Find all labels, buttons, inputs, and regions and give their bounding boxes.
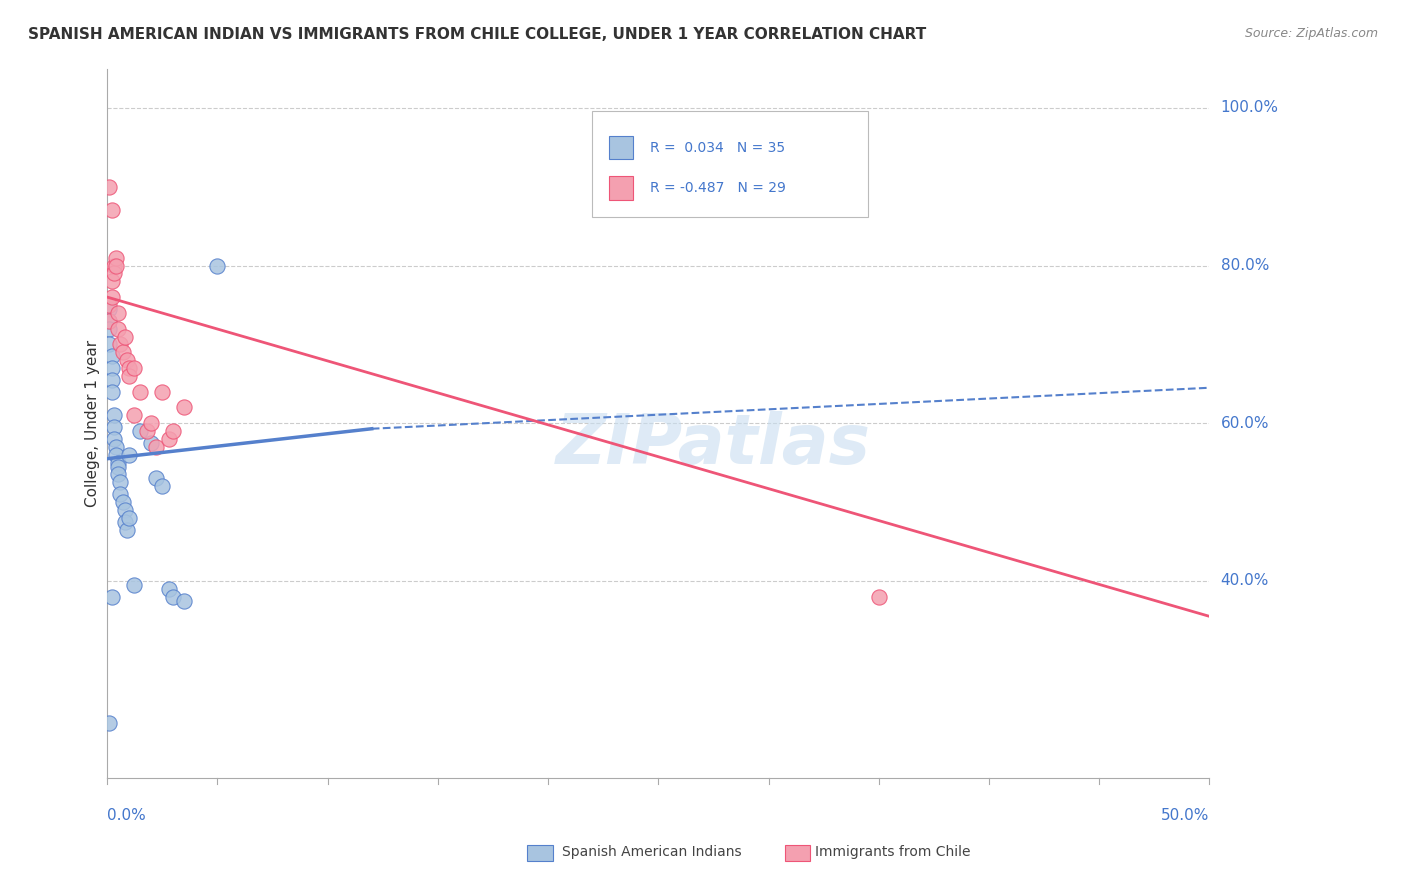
Point xyxy=(141,416,163,430)
Text: ZIPatlas: ZIPatlas xyxy=(555,411,870,478)
Point xyxy=(100,274,122,288)
Text: 0.0%: 0.0% xyxy=(107,808,146,823)
Point xyxy=(129,384,152,399)
Point xyxy=(105,448,128,462)
Point xyxy=(100,203,122,218)
Point xyxy=(100,290,122,304)
Point xyxy=(100,590,122,604)
Point xyxy=(110,487,132,501)
Point xyxy=(107,306,129,320)
Point xyxy=(111,345,134,359)
Point xyxy=(107,467,129,482)
Point xyxy=(100,373,122,387)
Point xyxy=(150,384,173,399)
Point xyxy=(98,298,121,312)
FancyBboxPatch shape xyxy=(592,112,868,218)
Point xyxy=(129,424,152,438)
Text: R =  0.034   N = 35: R = 0.034 N = 35 xyxy=(650,141,785,154)
Point xyxy=(98,337,121,351)
Point xyxy=(107,456,129,470)
Point xyxy=(122,409,145,423)
Point xyxy=(118,448,141,462)
Point xyxy=(98,314,121,328)
Point xyxy=(100,349,122,363)
Point xyxy=(100,361,122,376)
Text: R = -0.487   N = 29: R = -0.487 N = 29 xyxy=(650,181,786,195)
Point xyxy=(98,301,121,316)
Point xyxy=(122,578,145,592)
Point xyxy=(98,314,121,328)
Point xyxy=(114,329,136,343)
Point xyxy=(135,424,157,438)
Point xyxy=(868,590,890,604)
Point xyxy=(107,321,129,335)
Point xyxy=(162,424,184,438)
Point xyxy=(98,179,121,194)
Point xyxy=(118,361,141,376)
Point xyxy=(114,515,136,529)
Point xyxy=(122,361,145,376)
Text: Spanish American Indians: Spanish American Indians xyxy=(562,845,742,859)
Point xyxy=(207,259,229,273)
Point xyxy=(162,590,184,604)
Point xyxy=(141,436,163,450)
Point xyxy=(98,321,121,335)
Point xyxy=(157,582,180,596)
Point xyxy=(100,384,122,399)
Point xyxy=(98,715,121,730)
Point xyxy=(157,432,180,446)
Point xyxy=(114,503,136,517)
Text: 60.0%: 60.0% xyxy=(1220,416,1270,431)
Text: SPANISH AMERICAN INDIAN VS IMMIGRANTS FROM CHILE COLLEGE, UNDER 1 YEAR CORRELATI: SPANISH AMERICAN INDIAN VS IMMIGRANTS FR… xyxy=(28,27,927,42)
Point xyxy=(107,459,129,474)
Point xyxy=(105,251,128,265)
Point xyxy=(115,353,138,368)
Point xyxy=(103,409,125,423)
Point xyxy=(173,401,195,415)
Text: Source: ZipAtlas.com: Source: ZipAtlas.com xyxy=(1244,27,1378,40)
Point xyxy=(110,475,132,490)
Bar xyxy=(609,136,633,160)
Point xyxy=(145,440,167,454)
Point xyxy=(118,368,141,383)
Point xyxy=(111,495,134,509)
Point xyxy=(115,523,138,537)
Point xyxy=(105,440,128,454)
Text: 100.0%: 100.0% xyxy=(1220,101,1278,115)
Point xyxy=(150,479,173,493)
Point xyxy=(173,593,195,607)
Point xyxy=(145,471,167,485)
Bar xyxy=(609,177,633,200)
Text: Immigrants from Chile: Immigrants from Chile xyxy=(815,845,972,859)
Point xyxy=(103,432,125,446)
Point xyxy=(103,420,125,434)
Point xyxy=(103,259,125,273)
Point xyxy=(103,267,125,281)
Text: 80.0%: 80.0% xyxy=(1220,258,1268,273)
Text: 50.0%: 50.0% xyxy=(1161,808,1209,823)
Point xyxy=(118,511,141,525)
Point xyxy=(110,337,132,351)
Point xyxy=(105,259,128,273)
Text: 40.0%: 40.0% xyxy=(1220,574,1268,589)
Y-axis label: College, Under 1 year: College, Under 1 year xyxy=(86,340,100,507)
